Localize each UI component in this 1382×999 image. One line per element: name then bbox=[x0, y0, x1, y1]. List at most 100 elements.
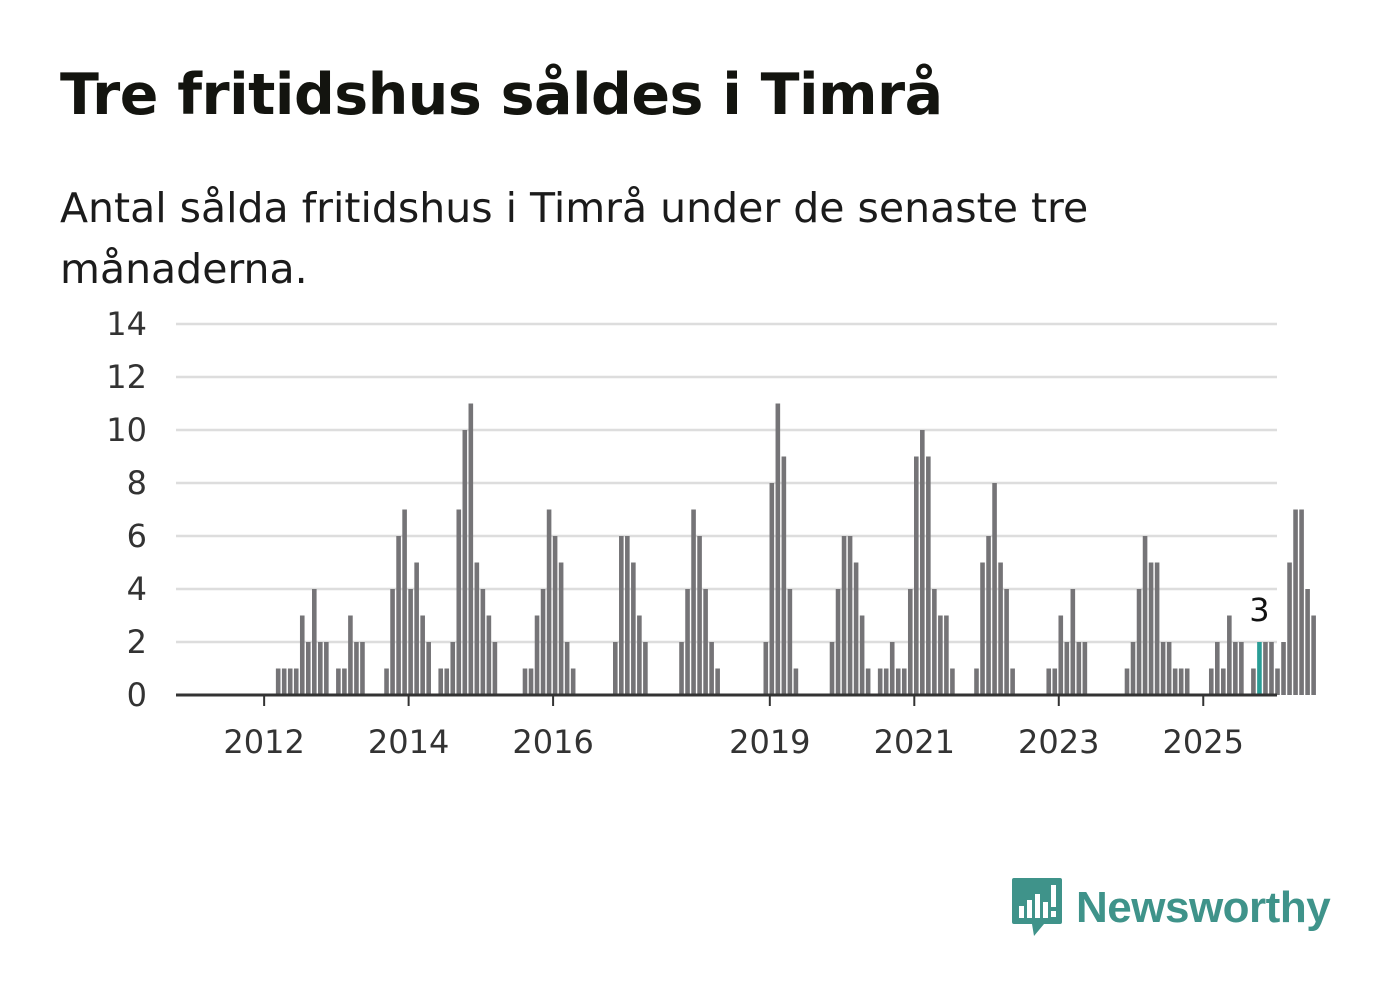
bar bbox=[901, 668, 907, 695]
newsworthy-logo-icon bbox=[1012, 878, 1062, 936]
bar bbox=[1058, 615, 1064, 695]
bar bbox=[853, 562, 859, 695]
bar-chart: 0 2 4 6 8 10 12 14 2012 2014 2016 2019 2021 2023 2025… bbox=[106, 305, 1316, 761]
bar bbox=[1160, 642, 1166, 695]
x-tick-label: 2023 bbox=[1018, 723, 1099, 761]
bar bbox=[920, 430, 925, 695]
bar bbox=[685, 589, 690, 695]
bar bbox=[865, 668, 871, 695]
bar bbox=[895, 668, 901, 695]
bar bbox=[522, 668, 528, 695]
x-tick-label: 2016 bbox=[512, 723, 593, 761]
brand-logo: Newsworthy bbox=[1010, 876, 1331, 940]
bar bbox=[1269, 642, 1274, 695]
bar bbox=[492, 642, 498, 695]
y-tick-label: 2 bbox=[127, 623, 147, 661]
y-tick-label: 14 bbox=[106, 305, 147, 343]
x-tick-label: 2019 bbox=[729, 723, 810, 761]
y-tick-label: 6 bbox=[127, 517, 147, 555]
bar bbox=[1233, 642, 1238, 695]
bar bbox=[1251, 668, 1256, 695]
bar bbox=[932, 589, 937, 695]
bar bbox=[1227, 615, 1232, 695]
bar bbox=[1124, 668, 1130, 695]
y-tick-label: 12 bbox=[106, 358, 147, 396]
bar bbox=[859, 615, 865, 695]
bar bbox=[318, 642, 323, 695]
bar bbox=[914, 456, 919, 695]
bar bbox=[835, 589, 841, 695]
bar bbox=[305, 642, 311, 695]
bar bbox=[1070, 589, 1076, 695]
bar bbox=[1154, 562, 1160, 695]
bar bbox=[444, 668, 450, 695]
bar bbox=[438, 668, 444, 695]
bar bbox=[1082, 642, 1088, 695]
bar bbox=[986, 536, 991, 695]
bar bbox=[360, 642, 365, 695]
bar bbox=[1184, 668, 1190, 695]
bar bbox=[1239, 642, 1244, 695]
bar bbox=[619, 536, 624, 695]
x-tick-label: 2014 bbox=[368, 723, 449, 761]
bar bbox=[420, 615, 425, 695]
bar bbox=[643, 642, 648, 695]
bar bbox=[974, 668, 979, 695]
bar bbox=[998, 562, 1003, 695]
bar bbox=[1287, 562, 1292, 695]
y-tick-label: 10 bbox=[106, 411, 147, 449]
bar bbox=[709, 642, 714, 695]
y-tick-label: 8 bbox=[127, 464, 147, 502]
bar bbox=[1148, 562, 1154, 695]
x-tick-label: 2021 bbox=[874, 723, 955, 761]
y-tick-label: 4 bbox=[127, 570, 147, 608]
bar bbox=[342, 668, 347, 695]
bar bbox=[980, 562, 985, 695]
bar bbox=[1142, 536, 1148, 695]
bar bbox=[1215, 642, 1220, 695]
bar bbox=[426, 642, 431, 695]
bar bbox=[1010, 668, 1015, 695]
bar bbox=[877, 668, 883, 695]
bar bbox=[281, 668, 287, 695]
bar bbox=[697, 536, 702, 695]
bar bbox=[1178, 668, 1184, 695]
bar bbox=[1311, 615, 1316, 695]
bar bbox=[552, 536, 558, 695]
bar bbox=[486, 615, 492, 695]
bar bbox=[1076, 642, 1082, 695]
bar bbox=[907, 589, 913, 695]
y-tick-label: 0 bbox=[127, 676, 147, 714]
bar bbox=[540, 589, 546, 695]
bar bbox=[938, 615, 943, 695]
bar bbox=[408, 589, 413, 695]
bar bbox=[944, 615, 949, 695]
bar bbox=[1172, 668, 1178, 695]
bar bbox=[414, 562, 419, 695]
bar bbox=[769, 483, 775, 695]
bar bbox=[528, 668, 534, 695]
bar bbox=[841, 536, 847, 695]
bar bbox=[1275, 668, 1280, 695]
bar bbox=[1293, 509, 1298, 695]
bar bbox=[468, 403, 474, 695]
bar bbox=[384, 668, 389, 695]
bar bbox=[324, 642, 329, 695]
bar-highlight bbox=[1257, 642, 1262, 695]
bar bbox=[775, 403, 781, 695]
bar bbox=[691, 509, 696, 695]
bar bbox=[1046, 668, 1052, 695]
bar bbox=[829, 642, 835, 695]
bar bbox=[534, 615, 540, 695]
bar bbox=[883, 668, 889, 695]
bar bbox=[396, 536, 401, 695]
bar bbox=[1166, 642, 1172, 695]
bar bbox=[474, 562, 480, 695]
bar bbox=[715, 668, 720, 695]
bar bbox=[703, 589, 708, 695]
bar bbox=[992, 483, 997, 695]
bar bbox=[793, 668, 799, 695]
bar bbox=[546, 509, 552, 695]
bar bbox=[570, 668, 576, 695]
bar bbox=[847, 536, 853, 695]
